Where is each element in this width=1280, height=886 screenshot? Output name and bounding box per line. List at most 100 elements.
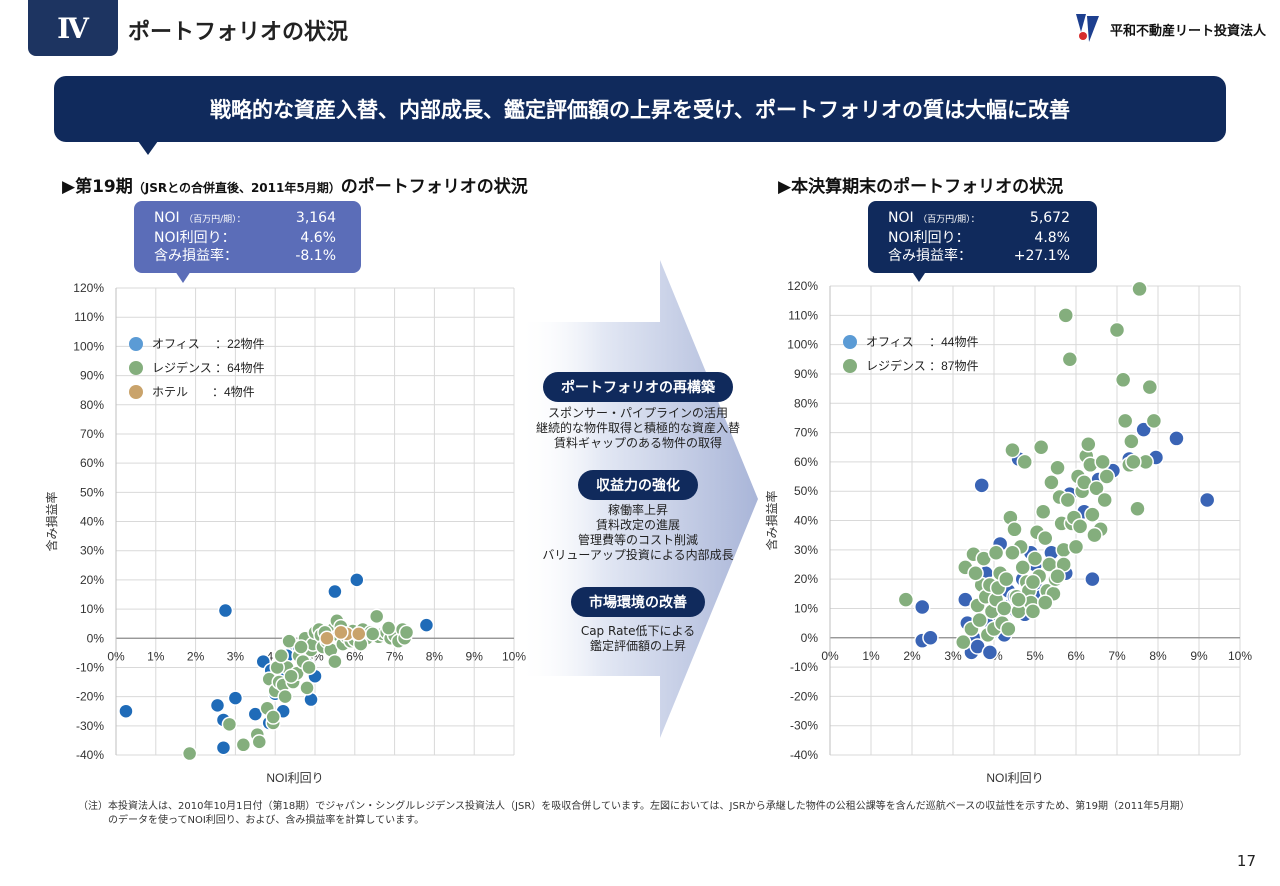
noi-yield-value: 4.6% [300,230,336,246]
data-point-residence [380,620,397,636]
data-point-residence [1059,491,1077,509]
data-point-residence [1098,468,1115,485]
data-point-residence [1129,500,1146,518]
restructure-line: 賃料ギャップのある物件の取得 [553,436,722,450]
y-tick-label: -10% [790,660,818,674]
data-point-office [327,583,343,600]
y-tick-label: 90% [794,367,818,381]
section-number-badge: Ⅳ [28,0,118,56]
data-point-residence [1061,351,1079,368]
y-tick-label: 60% [794,455,818,469]
data-point-residence [1145,412,1163,430]
data-point-residence [996,600,1013,617]
y-tick-label: 100% [787,338,818,352]
data-point-hotel [333,624,349,641]
market-line: 鑑定評価額の上昇 [589,639,686,653]
data-point-residence [1071,518,1089,535]
data-point-residence [1049,567,1066,585]
data-point-residence [1141,378,1159,396]
data-point-residence [235,737,252,753]
data-point-residence [897,591,915,608]
x-axis-title: NOI利回り [266,771,323,785]
data-point-residence [1006,521,1023,538]
data-point-residence [1000,620,1017,638]
data-point-office [118,703,134,719]
data-point-hotel [351,626,367,642]
page-number: 17 [1236,852,1256,870]
left-subtitle: ▶第19期（JSRとの合併直後、2011年5月期）のポートフォリオの状況 [62,172,528,197]
data-point-residence [265,709,281,725]
noi-value: 3,164 [295,210,336,226]
data-point-residence [1037,529,1054,547]
data-point-office [209,697,226,714]
restructure-pill: ポートフォリオの再構築 [543,372,733,402]
y-tick-label: 50% [80,485,104,499]
y-tick-label: -40% [790,748,818,762]
y-tick-label: 70% [80,427,104,441]
data-point-residence [1010,591,1027,608]
noi-yield-value: 4.8% [1034,230,1070,246]
y-tick-label: 0% [801,631,819,645]
data-point-office [922,629,939,646]
noi-value: 5,672 [1029,210,1070,226]
data-point-office [973,477,990,494]
data-point-residence [1123,433,1140,450]
footnote-line: のデータを使ってNOI利回り、および、含み損益率を計算しています。 [108,815,425,826]
data-point-residence [181,745,198,762]
right-scatter-chart: 120% 110% 100% 90% 80% 70% 60% 50% 40% 30% 20% 10% 0… [760,278,1260,790]
data-point-residence [368,608,385,625]
y-tick-label: 50% [794,484,818,498]
legend-label: レジデンス ：64物件 [152,360,264,375]
noi-unit: （百万円/期）： [184,215,246,225]
data-point-residence [1108,321,1126,339]
data-point-office [1168,430,1185,447]
y-tick-label: -30% [76,719,104,733]
y-tick-label: 100% [73,339,104,353]
earnings-line: 稼働率上昇 [607,503,668,517]
y-tick-label: -30% [790,719,818,733]
data-point-residence [273,648,289,664]
banner-pointer [138,141,158,155]
legend-marker [129,361,143,375]
data-point-office [217,602,234,619]
footnote-line: （注）本投資法人は、2010年10月1日付（第18期）でジャパン・シングルレジデ… [78,801,1190,812]
data-point-residence [987,544,1005,561]
data-point-residence [1016,453,1033,471]
data-point-residence [327,653,343,670]
restructure-line: 継続的な物件取得と積極的な資産入替 [535,421,740,435]
unrealized-gain-label: 含み損益率： [888,248,972,264]
data-point-residence [277,688,293,705]
data-point-residence [1032,438,1050,456]
y-tick-label: 30% [794,543,818,557]
data-point-residence [1116,412,1134,430]
y-axis-title: 含み損益率 [764,490,779,550]
unrealized-gain-label: 含み損益率： [154,248,238,264]
x-tick-label: 1% [147,649,165,663]
data-point-residence [1088,480,1105,497]
legend-label: オフィス ：44物件 [866,335,978,349]
data-point-residence [1004,544,1021,561]
data-point-residence [1067,538,1085,556]
right-bubble-pointer [911,270,927,282]
market-text: Cap Rate低下による 鑑定評価額の上昇 [518,624,758,654]
left-scatter-chart: 120% 110% 100% 90% 80% 70% 60% 50% 40% 30% 20% 10% 0… [40,278,530,790]
x-tick-label: 10% [1228,649,1252,663]
y-tick-label: 40% [794,514,818,528]
earnings-pill: 収益力の強化 [578,470,698,500]
y-tick-label: -20% [790,689,818,703]
data-point-residence [1086,526,1103,544]
y-tick-label: 30% [80,544,104,558]
x-tick-label: 3% [944,649,962,663]
data-point-office [981,644,999,661]
y-tick-label: 90% [80,369,104,383]
data-point-residence [299,680,315,696]
company-logo-icon [1075,14,1099,42]
left-scatter-svg: 120% 110% 100% 90% 80% 70% 60% 50% 40% 30% 20% 10% 0… [44,281,526,785]
data-point-residence [955,633,972,651]
y-tick-label: 120% [73,281,104,295]
x-tick-label: 9% [1190,649,1208,663]
left-subtitle-paren: （JSRとの合併直後、2011年5月期） [132,181,341,195]
x-tick-label: 9% [466,649,484,663]
legend-marker [843,359,857,373]
section-title: ポートフォリオの状況 [128,20,349,45]
